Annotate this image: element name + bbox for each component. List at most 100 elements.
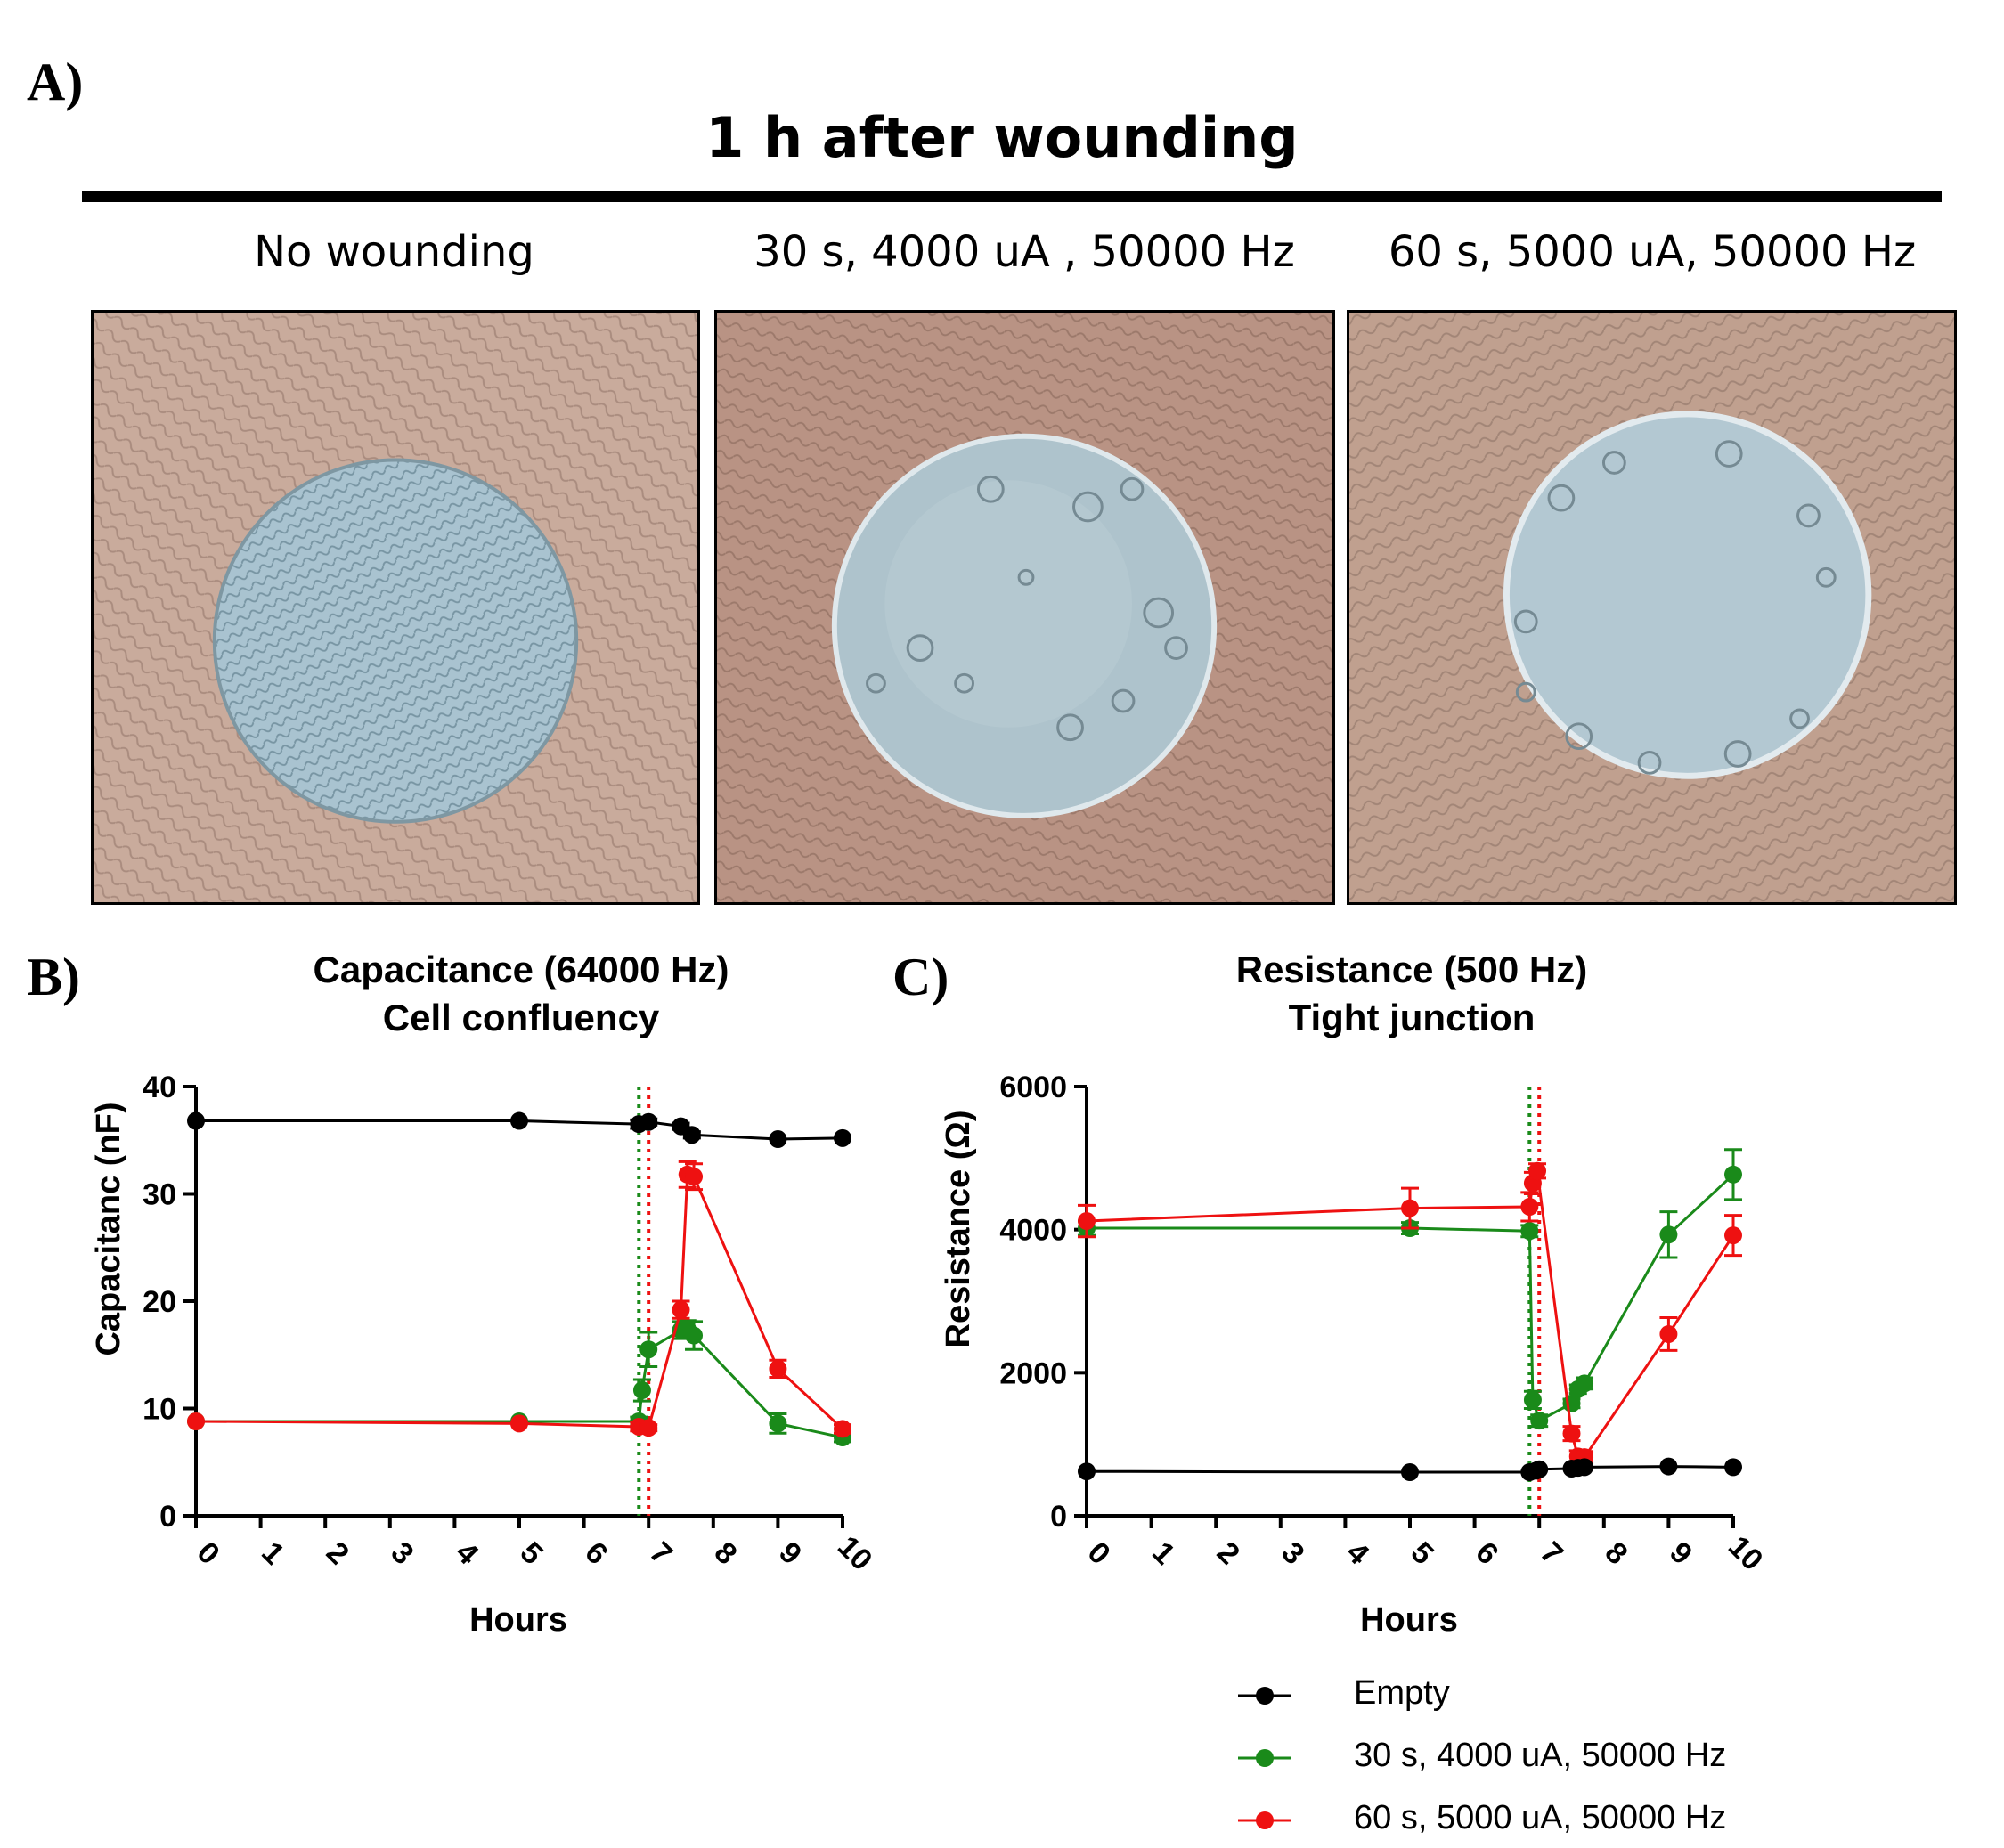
x-tick-label: 6 [1469, 1535, 1504, 1571]
data-point [1078, 1212, 1096, 1231]
data-point [769, 1414, 787, 1433]
x-tick-label: 7 [1534, 1535, 1569, 1571]
series-line [196, 1327, 843, 1439]
x-tick-label: 10 [1722, 1529, 1770, 1577]
data-point [639, 1340, 658, 1359]
figure-headline: 1 h after wounding [705, 105, 1299, 170]
data-point [187, 1412, 205, 1430]
y-tick-label: 20 [143, 1285, 176, 1319]
image-caption-60s: 60 s, 5000 uA, 50000 Hz [1388, 227, 1917, 277]
data-point [682, 1126, 701, 1144]
y-tick-label: 4000 [999, 1214, 1067, 1248]
data-point [1520, 1197, 1539, 1216]
data-point [1401, 1462, 1419, 1481]
panel-label-b: B) [27, 948, 80, 1006]
data-point [1401, 1199, 1419, 1217]
legend-item: 60 s, 5000 uA, 50000 Hz [1238, 1799, 1861, 1844]
data-point [769, 1359, 787, 1378]
x-tick-label: 2 [1210, 1535, 1246, 1571]
data-point [1659, 1324, 1678, 1343]
legend-marker [1238, 1811, 1291, 1829]
chart-b-title: Capacitance (64000 Hz) [313, 948, 729, 990]
data-point [685, 1168, 704, 1186]
data-point [1520, 1222, 1539, 1241]
data-point [834, 1128, 851, 1147]
x-tick-label: 9 [772, 1535, 808, 1571]
data-point [1724, 1165, 1742, 1184]
x-tick-label: 5 [514, 1535, 550, 1571]
data-point [1724, 1226, 1742, 1245]
data-point [639, 1419, 658, 1437]
x-tick-label: 8 [707, 1535, 743, 1571]
series-line [1086, 1170, 1735, 1459]
micrograph-no-wounding [91, 310, 700, 905]
x-tick-label: 3 [1275, 1535, 1310, 1571]
micrograph-60s-wound [1347, 310, 1957, 905]
image-caption-30s: 30 s, 4000 uA , 50000 Hz [754, 227, 1295, 277]
x-tick-label: 1 [1145, 1535, 1181, 1571]
x-tick-label: 5 [1405, 1535, 1440, 1571]
legend-label-empty: Empty [1354, 1674, 1450, 1712]
legend: Empty 30 s, 4000 uA, 50000 Hz 60 s, 5000… [1238, 1674, 1861, 1844]
chart-b-subtitle: Cell confluency [382, 997, 660, 1038]
x-tick-label: 4 [449, 1535, 485, 1571]
data-point [1530, 1460, 1549, 1478]
x-tick-label: 10 [831, 1529, 879, 1577]
x-tick-label: 8 [1598, 1535, 1633, 1571]
data-point [1659, 1225, 1678, 1244]
y-axis-label: Capacitanc (nF) [90, 1102, 127, 1355]
data-point [1078, 1462, 1096, 1481]
data-point [1528, 1161, 1547, 1180]
x-tick-label: 4 [1340, 1535, 1375, 1571]
data-point [1724, 1458, 1742, 1477]
data-point [187, 1111, 205, 1130]
data-point [510, 1414, 528, 1433]
data-point [1523, 1390, 1542, 1409]
y-tick-label: 0 [159, 1500, 176, 1534]
panel-label-c: C) [892, 948, 949, 1006]
chart-c-subtitle: Tight junction [1288, 997, 1536, 1038]
data-point [632, 1381, 651, 1400]
y-axis-label: Resistance (Ω) [940, 1110, 977, 1347]
x-axis-label: Hours [1360, 1601, 1458, 1639]
data-point [834, 1420, 851, 1438]
series-line [1087, 1173, 1735, 1423]
headline-rule [82, 191, 1942, 202]
y-tick-label: 2000 [999, 1356, 1067, 1390]
legend-item: 30 s, 4000 uA, 50000 Hz [1238, 1737, 1861, 1781]
x-tick-label: 7 [643, 1535, 679, 1571]
legend-label-60s: 60 s, 5000 uA, 50000 Hz [1354, 1799, 1727, 1836]
legend-item: Empty [1238, 1674, 1861, 1719]
micrograph-30s-wound [714, 310, 1335, 905]
series-line [1086, 1465, 1734, 1474]
x-axis-label: Hours [469, 1601, 567, 1639]
x-tick-label: 0 [191, 1535, 226, 1571]
data-point [639, 1112, 658, 1131]
data-point [1576, 1374, 1594, 1393]
data-point [1530, 1412, 1549, 1430]
data-point [769, 1130, 787, 1149]
series-line [196, 1119, 843, 1141]
image-caption-no-wounding: No wounding [254, 227, 534, 277]
legend-marker [1238, 1687, 1291, 1705]
y-tick-label: 40 [143, 1071, 176, 1104]
y-tick-label: 10 [143, 1393, 176, 1427]
legend-label-30s: 30 s, 4000 uA, 50000 Hz [1354, 1737, 1727, 1774]
x-tick-label: 3 [384, 1535, 420, 1571]
chart-c-title: Resistance (500 Hz) [1235, 948, 1588, 990]
x-tick-label: 1 [255, 1535, 290, 1571]
x-tick-label: 2 [320, 1535, 355, 1571]
legend-marker [1238, 1749, 1291, 1767]
x-tick-label: 9 [1663, 1535, 1699, 1571]
panel-label-a: A) [27, 53, 84, 111]
data-point [1562, 1424, 1581, 1443]
data-point [672, 1300, 690, 1319]
x-tick-label: 6 [578, 1535, 614, 1571]
data-point [510, 1111, 528, 1130]
x-tick-label: 0 [1081, 1535, 1117, 1571]
y-tick-label: 0 [1050, 1500, 1067, 1534]
data-point [1659, 1457, 1678, 1476]
data-point [685, 1326, 704, 1345]
